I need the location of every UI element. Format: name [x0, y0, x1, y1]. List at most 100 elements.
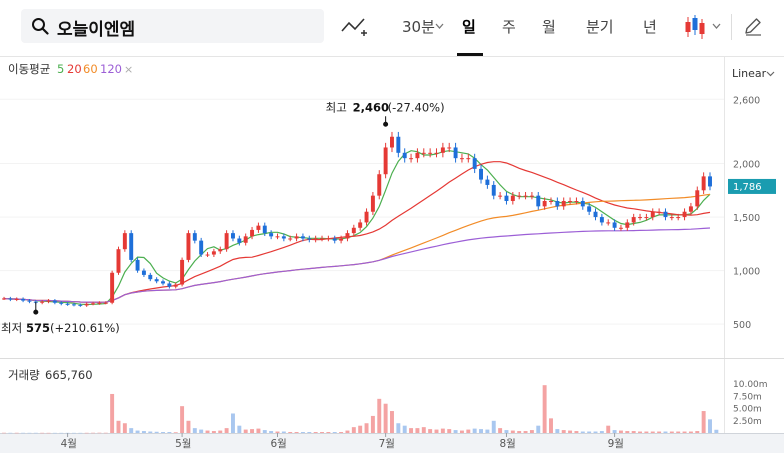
candle-body — [599, 217, 604, 223]
candle-body — [708, 176, 712, 187]
candle-body — [275, 236, 280, 238]
candle-body — [618, 227, 623, 229]
volume-value: 665,760 — [45, 368, 93, 382]
period-select[interactable]: 30분 — [402, 18, 435, 36]
ma-60-line — [3, 193, 711, 303]
tab-month[interactable]: 월 — [542, 18, 556, 36]
candle-body — [339, 238, 344, 241]
moving-average-lines — [3, 150, 711, 306]
volume-bar — [129, 428, 134, 433]
volume-tick-label: 7.50m — [733, 392, 762, 402]
volume-bar — [154, 431, 159, 433]
add-indicator-icon[interactable] — [340, 14, 368, 40]
volume-bar — [434, 429, 439, 433]
candlestick-series — [2, 131, 712, 307]
volume-bar — [682, 431, 687, 433]
tab-week[interactable]: 주 — [502, 18, 516, 36]
chevron-down-icon[interactable] — [435, 23, 444, 29]
stock-search-box[interactable]: 오늘이엔엠 — [21, 9, 324, 43]
volume-bar — [409, 428, 414, 433]
candlestick-type-icon[interactable] — [684, 14, 706, 40]
volume-bar — [676, 431, 681, 433]
month-label: 5월 — [175, 438, 191, 450]
volume-bar — [288, 432, 293, 433]
volume-bar — [27, 432, 32, 434]
candle-body — [529, 195, 534, 197]
candle-body — [173, 284, 178, 287]
volume-bar — [517, 431, 522, 433]
candle-body — [574, 201, 579, 203]
ma-legend-120: 120 — [100, 62, 122, 76]
volume-bar — [440, 428, 445, 433]
current-price-value: 1,786 — [733, 182, 762, 193]
volume-tick-label: 5.00m — [733, 405, 762, 415]
candle-body — [27, 300, 32, 302]
volume-bar — [339, 432, 344, 433]
draw-pencil-icon[interactable] — [743, 16, 763, 36]
volume-bar — [669, 431, 674, 433]
volume-bar — [491, 420, 496, 433]
volume-bar — [453, 430, 458, 433]
candle-body — [59, 302, 64, 304]
candle-body — [161, 281, 165, 284]
y-grid — [0, 98, 724, 325]
candle-body — [122, 233, 127, 250]
low-annotation: 최저 575 (+210.61%) — [1, 302, 120, 335]
chevron-down-icon[interactable] — [712, 23, 721, 29]
tab-year[interactable]: 년 — [643, 18, 657, 36]
candle-body — [97, 302, 102, 304]
candle-body — [14, 298, 19, 300]
price-chart[interactable]: 2,600 2,000 1,500 1,000 500 10.00m 7.50m 5.00m… — [0, 57, 784, 453]
volume-bar — [224, 428, 229, 433]
candle-body — [243, 236, 248, 243]
volume-bar — [498, 428, 503, 433]
candle-body — [701, 176, 706, 191]
ma-5-line — [3, 150, 711, 306]
volume-bar — [358, 425, 363, 433]
volume-bar — [479, 429, 483, 433]
ma-120-line — [3, 227, 711, 303]
candle-body — [695, 190, 700, 207]
candle-body — [141, 270, 146, 275]
volume-bar — [84, 432, 89, 434]
candle-body — [657, 211, 662, 213]
candle-body — [300, 236, 305, 239]
candle-body — [555, 201, 560, 207]
volume-bar — [542, 385, 547, 433]
volume-bar — [612, 430, 617, 433]
candle-body — [536, 195, 541, 207]
volume-bar — [714, 429, 719, 433]
ma-legend-60: 60 — [83, 62, 98, 76]
scale-toggle[interactable]: Linear — [732, 67, 767, 80]
candle-body — [332, 238, 337, 241]
volume-bar — [122, 423, 127, 433]
volume-bar — [351, 427, 356, 433]
volume-bar — [237, 425, 242, 433]
candle-body — [40, 301, 45, 303]
low-value: 575 — [26, 321, 50, 335]
candle-body — [421, 152, 426, 154]
candle-body — [135, 259, 140, 271]
low-label: 최저 — [1, 321, 22, 335]
candle-body — [498, 195, 503, 197]
month-label: 9월 — [608, 438, 624, 450]
close-legend-icon[interactable]: × — [124, 63, 133, 76]
volume-bar — [243, 429, 248, 433]
candle-body — [326, 238, 331, 240]
candle-body — [199, 240, 204, 255]
candle-body — [46, 300, 51, 302]
tab-day[interactable]: 일 — [462, 18, 476, 36]
volume-bar — [326, 432, 331, 433]
volume-bar — [173, 432, 178, 433]
tab-quarter[interactable]: 분기 — [586, 18, 614, 36]
volume-bar — [8, 432, 13, 434]
volume-bar — [523, 431, 528, 433]
search-input[interactable]: 오늘이엔엠 — [57, 20, 136, 40]
candle-body — [415, 152, 420, 159]
volume-bar — [345, 430, 350, 433]
y-tick-label: 1,000 — [733, 267, 760, 278]
candle-body — [638, 217, 643, 219]
candle-body — [593, 211, 598, 218]
chevron-down-icon[interactable] — [766, 71, 775, 77]
candle-body — [580, 201, 585, 207]
